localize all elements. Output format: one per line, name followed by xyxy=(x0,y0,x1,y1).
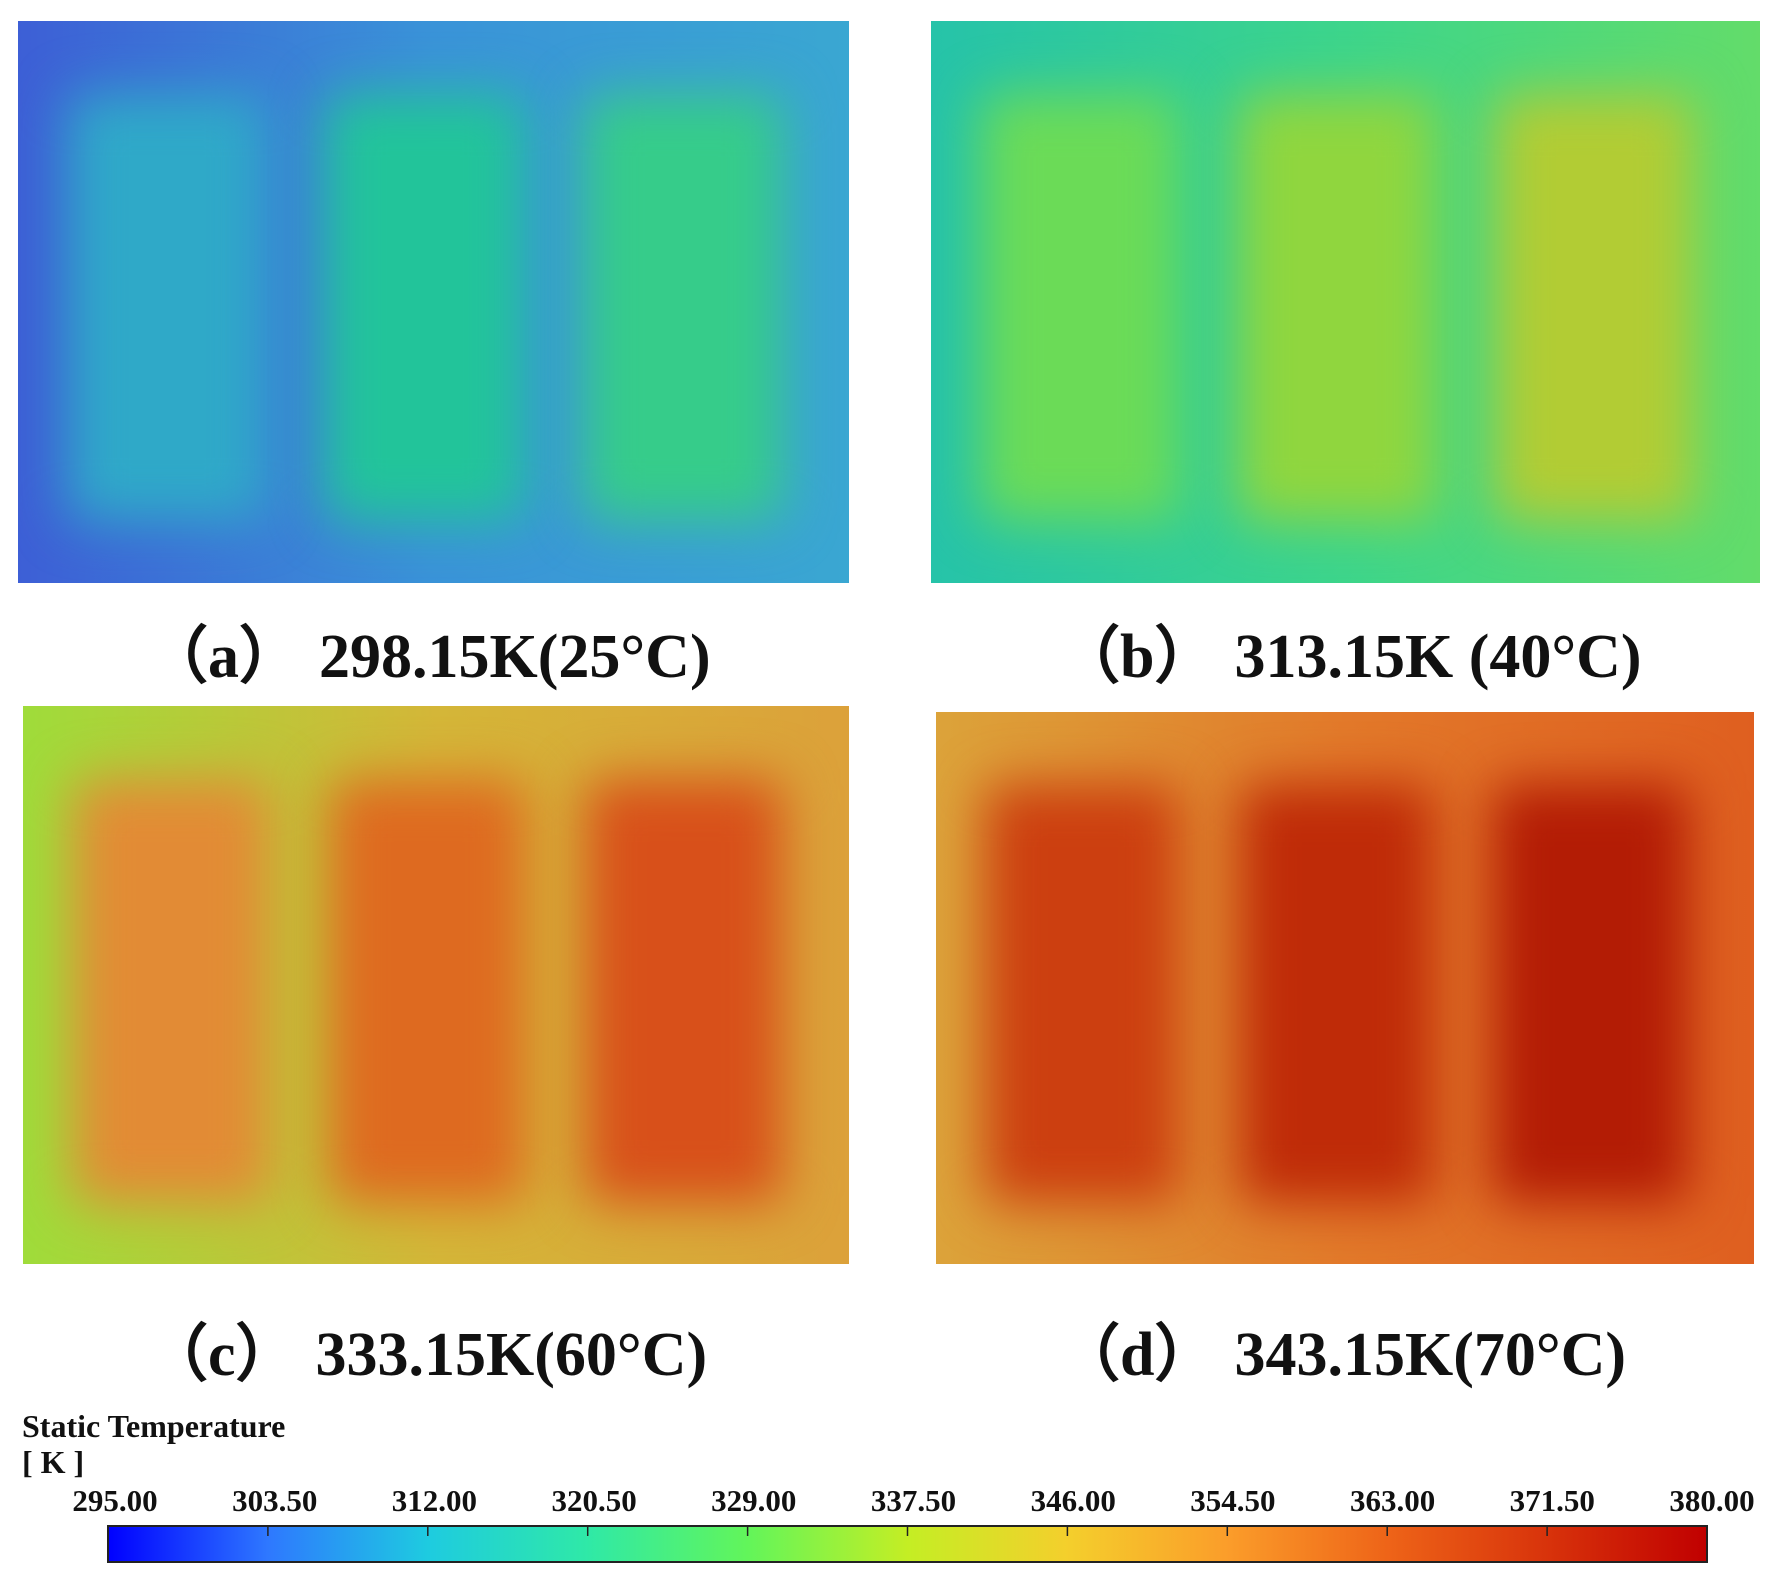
colorbar-tick-label: 295.00 xyxy=(72,1483,157,1518)
caption-a-label: 298.15K(25°C) xyxy=(319,623,711,691)
contour-panel-d xyxy=(936,712,1754,1264)
legend-unit: [ K ] xyxy=(22,1444,85,1480)
caption-d-tag: （d） xyxy=(1058,1321,1217,1389)
panel-d-cell-2 xyxy=(1238,783,1435,1204)
panel-a-cell-3 xyxy=(583,94,783,522)
colorbar-tick-label: 363.00 xyxy=(1350,1483,1435,1518)
contour-panel-c xyxy=(23,706,849,1264)
caption-c: （c） 333.15K(60°C) xyxy=(146,1303,707,1393)
colorbar-tick-label: 380.00 xyxy=(1669,1483,1754,1518)
panel-c-cell-1 xyxy=(72,778,271,1203)
colorbar-tick-label: 312.00 xyxy=(392,1483,477,1518)
panel-c-cell-2 xyxy=(328,778,527,1203)
panel-d-cell-3 xyxy=(1492,783,1689,1204)
panel-b-cell-3 xyxy=(1494,94,1694,522)
contour-panel-b xyxy=(931,21,1760,583)
panel-a-cell-1 xyxy=(67,94,268,522)
colorbar-tick-label: 320.50 xyxy=(551,1483,636,1518)
panel-b-cell-2 xyxy=(1237,94,1437,522)
panel-a-cell-2 xyxy=(325,94,525,522)
caption-b: （b） 313.15K (40°C) xyxy=(1058,605,1642,695)
colorbar-tick-label: 371.50 xyxy=(1510,1483,1595,1518)
caption-b-label: 313.15K (40°C) xyxy=(1234,623,1642,691)
caption-c-label: 333.15K(60°C) xyxy=(315,1321,708,1389)
colorbar-tick-label: 303.50 xyxy=(232,1483,317,1518)
panel-c-cell-3 xyxy=(584,778,783,1203)
caption-c-tag: （c） xyxy=(146,1321,298,1389)
colorbar-tick-label: 346.00 xyxy=(1031,1483,1116,1518)
legend-title: Static Temperature xyxy=(22,1408,286,1444)
panel-b-cell-1 xyxy=(980,94,1180,522)
colorbar-tick-label: 354.50 xyxy=(1190,1483,1275,1518)
caption-b-tag: （b） xyxy=(1058,623,1217,691)
colorbar-tick-label: 329.00 xyxy=(711,1483,796,1518)
colorbar-tick-label: 337.50 xyxy=(871,1483,956,1518)
contour-panel-a xyxy=(18,21,849,583)
caption-d: （d） 343.15K(70°C) xyxy=(1058,1303,1626,1393)
caption-a: （a） 298.15K(25°C) xyxy=(146,605,711,695)
panel-d-cell-1 xyxy=(985,783,1182,1204)
caption-a-tag: （a） xyxy=(146,623,302,691)
caption-d-label: 343.15K(70°C) xyxy=(1234,1321,1627,1389)
